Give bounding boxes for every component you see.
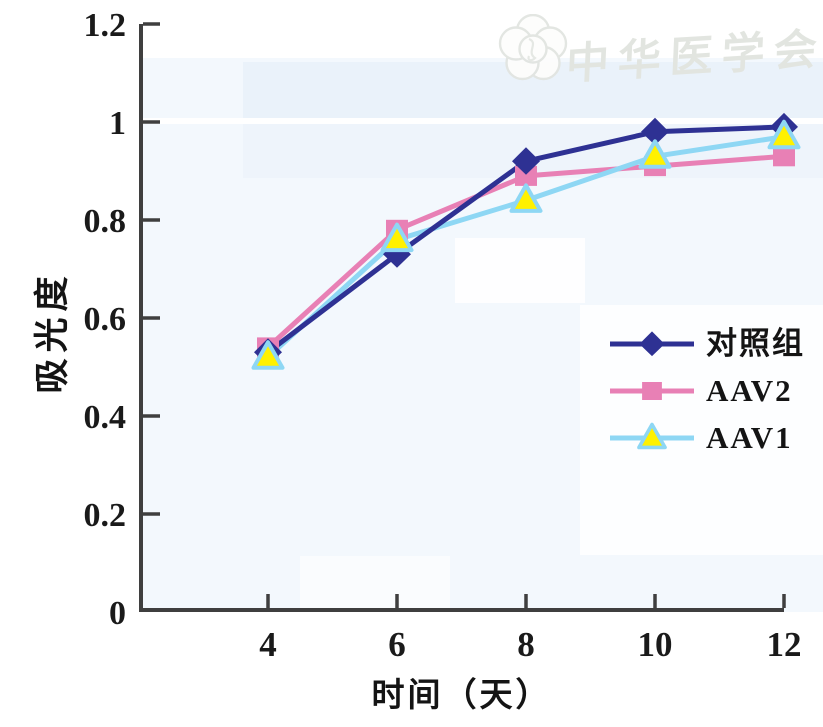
y-tick-label: 1	[109, 105, 126, 142]
data-point-marker	[637, 422, 667, 450]
y-tick-label: 0.4	[84, 399, 127, 436]
data-point-marker	[251, 340, 285, 370]
legend-swatch-square-icon	[610, 382, 694, 400]
x-tick-label: 12	[767, 625, 802, 664]
legend-label-aav1: AAV1	[706, 420, 793, 455]
data-point-marker	[641, 117, 669, 146]
data-point-marker	[380, 222, 414, 253]
x-tick-label: 8	[517, 625, 535, 664]
data-point-marker	[515, 165, 537, 186]
background-stripe	[139, 118, 823, 124]
y-tick-label: 0.2	[84, 497, 127, 534]
data-point-marker	[509, 183, 543, 213]
legend: 对照组 AAV2 AAV1	[608, 324, 805, 465]
legend-item-aav2: AAV2	[608, 371, 805, 411]
data-point-marker	[767, 119, 801, 150]
legend-swatch-triangle-icon	[610, 422, 694, 450]
legend-label-control: 对照组	[706, 326, 805, 361]
data-point-marker	[773, 146, 795, 167]
legend-item-aav1: AAV1	[608, 418, 805, 458]
data-point-marker	[383, 240, 411, 268]
legend-item-control: 对照组	[608, 324, 805, 364]
legend-label-aav2: AAV2	[706, 373, 793, 408]
data-point-marker	[512, 147, 540, 175]
y-axis-title: 吸光度	[33, 270, 72, 394]
x-axis-title: 时间（天）	[371, 678, 552, 714]
background-patch	[300, 556, 450, 610]
legend-swatch-diamond-icon	[610, 331, 694, 357]
data-point-marker	[642, 382, 662, 400]
x-tick-label: 6	[388, 625, 406, 664]
x-tick-label: 10	[638, 625, 673, 664]
y-tick-label: 0.8	[84, 203, 127, 240]
data-point-marker	[639, 331, 665, 357]
y-tick-label: 1.2	[84, 7, 127, 44]
y-tick-label: 0.6	[84, 301, 127, 338]
x-tick-label: 4	[259, 625, 277, 664]
y-tick-label: 0	[109, 595, 126, 632]
data-point-marker	[638, 139, 672, 169]
background-patch	[455, 238, 585, 303]
background-patch	[580, 305, 823, 555]
